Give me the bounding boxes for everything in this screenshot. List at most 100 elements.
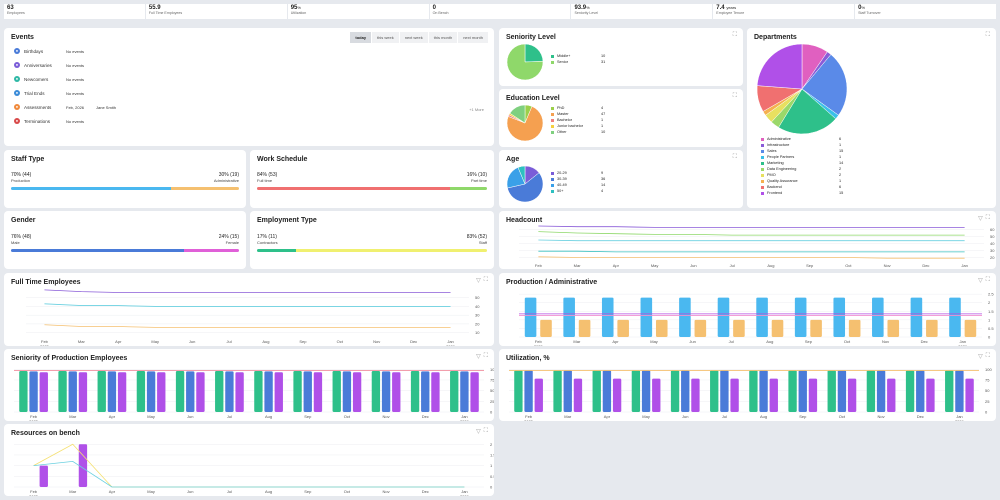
y-tick-label: 0.5 <box>490 474 494 479</box>
legend-swatch <box>551 54 554 58</box>
more-events-link[interactable]: +1 More <box>469 107 484 112</box>
bar-frontend <box>769 378 778 412</box>
bar-frontend <box>691 378 700 412</box>
x-tick-label: Aug <box>767 263 774 268</box>
expand-icon[interactable]: ⛶ <box>732 32 737 38</box>
filter-icon[interactable]: ▽ <box>978 354 983 360</box>
bar-sales <box>955 370 964 412</box>
legend-item-marketing[interactable]: Marketing 14 <box>761 160 843 166</box>
bar-sales <box>602 370 612 412</box>
event-row-newcomers[interactable]: ● Newcomers No events <box>14 75 84 83</box>
x-tick-label: 2026 <box>960 268 970 269</box>
x-tick-label: Jan <box>961 263 967 268</box>
bar-segment-left <box>11 249 185 252</box>
event-row-terminations[interactable]: ● Terminations No events <box>14 117 84 125</box>
legend-swatch <box>551 177 554 181</box>
tab-next-week[interactable]: next week <box>398 32 428 43</box>
series-line-administrative <box>538 256 965 259</box>
x-tick-label: Nov <box>373 339 380 344</box>
expand-icon[interactable]: ⛶ <box>985 277 990 283</box>
expand-icon[interactable]: ⛶ <box>483 277 488 283</box>
legend-item-data-engineering[interactable]: Data Engineering 2 <box>761 166 843 172</box>
expand-icon[interactable]: ⛶ <box>985 32 990 38</box>
newcomers-icon: ● <box>14 76 20 82</box>
legend-item-middle[interactable]: Middle+ 10 <box>551 53 605 59</box>
x-tick-label: Feb <box>41 339 49 344</box>
resources-on-bench-chart: 0 0.5 1 1.5 2 Feb2025 Mar Apr May Jun Jul Aug Sep Oct… <box>14 442 494 496</box>
legend-item-30-39[interactable]: 30-39 36 <box>551 176 605 182</box>
y-tick-label: 20 <box>475 321 480 326</box>
legend-swatch <box>551 183 554 187</box>
expand-icon[interactable]: ⛶ <box>985 215 990 221</box>
legend-item-senior[interactable]: Senior 31 <box>551 59 605 65</box>
legend-item-junior-bachelor[interactable]: Junior bachelor 1 <box>551 123 605 129</box>
split-right: 83% (52) Staff <box>467 234 487 245</box>
legend-item-40-49[interactable]: 40-49 14 <box>551 182 605 188</box>
bar-administrative <box>578 319 591 337</box>
pie-slice-marketing <box>778 88 837 134</box>
legend-swatch <box>551 106 554 110</box>
kpi-on-bench[interactable]: 0 On Bench <box>429 4 571 19</box>
y-tick-label: 50 <box>985 388 990 393</box>
legend-item-frontend[interactable]: Frontend 15 <box>761 190 843 196</box>
legend-item-20-29[interactable]: 20-29 9 <box>551 170 605 176</box>
kpi-value: 95 <box>290 5 298 11</box>
legend-item-master[interactable]: Master 47 <box>551 111 605 117</box>
bar-frontend <box>431 372 440 412</box>
legend-item-bachelor[interactable]: Bachelor 1 <box>551 117 605 123</box>
bar-sales <box>264 371 273 412</box>
kpi-utilization[interactable]: 95% Utilization <box>287 4 429 19</box>
card-icons: ▽ ⛶ <box>476 353 488 360</box>
tab-this-month[interactable]: this month <box>427 32 458 43</box>
tab-this-week[interactable]: this week <box>371 32 399 43</box>
y-tick-label: 0 <box>490 485 493 490</box>
kpi-turnover[interactable]: 0% Staff Turnover <box>855 4 997 19</box>
event-value: No events <box>66 62 85 68</box>
expand-icon[interactable]: ⛶ <box>732 93 737 99</box>
bar-frontend <box>39 372 48 412</box>
kpi-tenure[interactable]: 7.4 years Employee Tenure <box>713 4 855 19</box>
bar-frontend <box>274 372 283 412</box>
bar-sales <box>186 371 195 412</box>
filter-icon[interactable]: ▽ <box>476 429 481 435</box>
bar-sales <box>837 370 847 412</box>
legend-item-people-partners[interactable]: People Partners 1 <box>761 154 843 160</box>
legend-item-phd[interactable]: PhD 4 <box>551 105 605 111</box>
tab-next-month[interactable]: next month <box>457 32 488 43</box>
kpi-seniority[interactable]: 93.9% Seniority Level <box>571 4 713 19</box>
full-time-chart: 10 20 30 40 50 Feb2025 Mar Apr May Jun Jul Aug Sep Oc… <box>26 289 480 346</box>
legend-item-sales[interactable]: Sales 15 <box>761 148 843 154</box>
card-title: Employment Type <box>257 217 317 224</box>
kpi-full-time[interactable]: 55.9 Full Time Employees <box>145 4 287 19</box>
tab-today[interactable]: today <box>349 32 372 43</box>
anniversaries-icon: ● <box>14 62 20 68</box>
bar-marketing <box>866 370 876 412</box>
bar-marketing <box>670 370 680 412</box>
event-row-birthdays[interactable]: ● Birthdays No events <box>14 47 84 55</box>
x-tick-label: Jun <box>689 339 695 344</box>
legend-item-administrative[interactable]: Administrative 6 <box>761 136 843 142</box>
filter-icon[interactable]: ▽ <box>476 354 481 360</box>
legend-value: 1 <box>839 179 842 183</box>
expand-icon[interactable]: ⛶ <box>732 154 737 160</box>
expand-icon[interactable]: ⛶ <box>985 353 990 359</box>
filter-icon[interactable]: ▽ <box>978 278 983 284</box>
legend-item-infrastructure[interactable]: Infrastructure 1 <box>761 142 843 148</box>
event-row-trial-ends[interactable]: ● Trial Ends No events <box>14 89 84 97</box>
legend-item-50[interactable]: 50+ 4 <box>551 188 605 194</box>
legend-item-pmo[interactable]: PMO 2 <box>761 172 843 178</box>
expand-icon[interactable]: ⛶ <box>483 428 488 434</box>
event-row-assessments[interactable]: ● Assessments Feb, 2026 Jane Smith <box>14 103 116 111</box>
event-row-anniversaries[interactable]: ● Anniversaries No events <box>14 61 84 69</box>
legend-item-backend[interactable]: Backend 6 <box>761 184 843 190</box>
kpi-value: 55.9 <box>148 5 161 11</box>
split-right-value: 30% (19) <box>218 172 239 178</box>
legend-value: 10 <box>601 130 606 134</box>
expand-icon[interactable]: ⛶ <box>483 353 488 359</box>
x-tick-label: 2026 <box>958 344 968 346</box>
kpi-employees[interactable]: 63 Employees <box>4 4 145 19</box>
legend-item-quality-assurance[interactable]: Quality Assurance 1 <box>761 178 843 184</box>
legend-item-other[interactable]: Other 10 <box>551 129 605 135</box>
filter-icon[interactable]: ▽ <box>978 216 983 222</box>
filter-icon[interactable]: ▽ <box>476 278 481 284</box>
